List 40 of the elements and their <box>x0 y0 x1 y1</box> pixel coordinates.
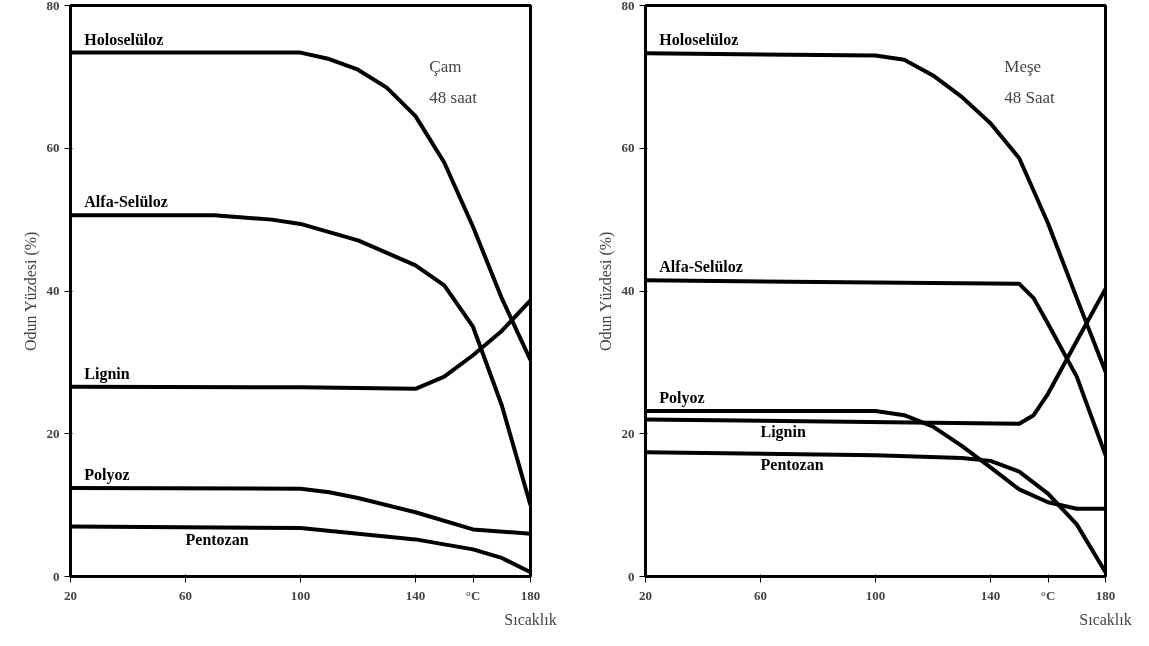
x-tick-label: 140 <box>405 587 426 603</box>
series-label: Alfa-Selüloz <box>84 193 168 211</box>
series-label: Polyoz <box>84 465 130 484</box>
y-tick-label: 20 <box>46 425 60 441</box>
y-axis-title: Odun Yüzdesi (%) <box>21 231 40 351</box>
x-tick-label: 100 <box>865 587 886 603</box>
y-tick-label: 20 <box>621 425 635 441</box>
y-axis-title: Odun Yüzdesi (%) <box>596 231 615 351</box>
series-label: Holoselüloz <box>84 30 164 48</box>
y-tick-label: 40 <box>46 283 60 298</box>
x-tick-label: 140 <box>980 587 1001 603</box>
series-label: Alfa-Selüloz <box>659 258 743 276</box>
x-tick-label: °C <box>465 587 481 603</box>
annotation: 48 saat <box>429 88 478 108</box>
x-tick-label: 60 <box>754 587 767 603</box>
y-tick-label: 60 <box>621 140 635 156</box>
y-tick-label: 0 <box>53 568 60 584</box>
x-tick-label: 20 <box>639 587 652 603</box>
annotation: Çam <box>429 56 462 76</box>
y-tick-label: 40 <box>621 283 635 298</box>
series-label: Lignin <box>760 423 806 442</box>
y-tick-label: 60 <box>46 140 60 156</box>
series-label: Holoselüloz <box>659 31 739 49</box>
x-tick-label: 180 <box>520 587 541 603</box>
y-tick-label: 80 <box>621 0 635 13</box>
series-label: Pentozan <box>185 530 249 548</box>
series-label: Polyoz <box>659 388 705 407</box>
x-tick-label: 60 <box>179 587 192 603</box>
series-label: Lignin <box>84 364 130 383</box>
y-tick-label: 0 <box>628 568 635 584</box>
x-axis-title: Sıcaklık <box>504 610 557 628</box>
x-tick-label: 20 <box>64 587 77 603</box>
x-tick-label: 100 <box>290 587 311 603</box>
annotation: Meşe <box>1004 56 1042 76</box>
y-tick-label: 80 <box>46 0 60 13</box>
x-tick-label: 180 <box>1095 587 1116 603</box>
x-axis-title: Sıcaklık <box>1079 610 1132 628</box>
annotation: 48 Saat <box>1004 88 1056 108</box>
x-tick-label: °C <box>1040 587 1056 603</box>
series-label: Pentozan <box>760 456 824 474</box>
